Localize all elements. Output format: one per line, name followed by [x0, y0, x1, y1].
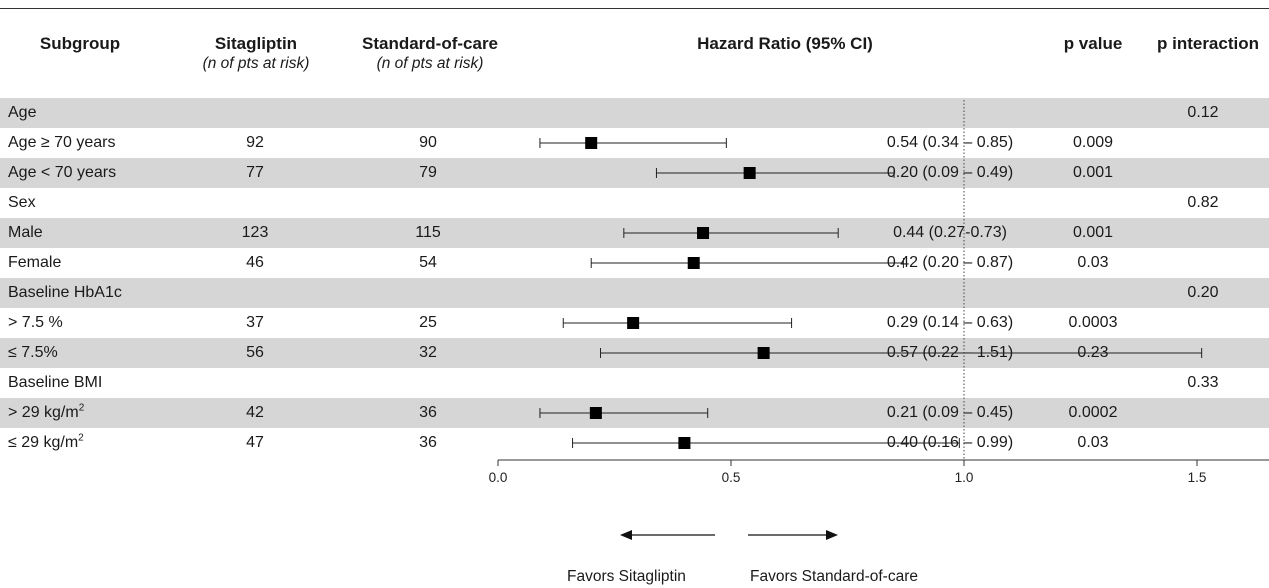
- point-estimate-marker: [697, 227, 710, 239]
- sitagliptin-count: 56: [246, 344, 264, 361]
- subgroup-label: Female: [8, 254, 62, 271]
- standard-count: 79: [419, 164, 437, 181]
- table-row: > 7.5 % 37 25 0.29 (0.14 – 0.63) 0.0003: [0, 308, 1269, 338]
- point-estimate-marker: [687, 257, 700, 269]
- favors-right-label: Favors Standard-of-care: [750, 568, 918, 585]
- group-row: Sex 0.82: [0, 188, 1269, 218]
- x-axis-tick-label: 0.0: [489, 470, 508, 485]
- subgroup-label: > 29 kg/m2: [8, 402, 85, 421]
- subgroup-label: Male: [8, 224, 43, 241]
- point-estimate-marker: [627, 317, 640, 329]
- header-standard: Standard-of-care (n of pts at risk): [350, 34, 510, 73]
- subgroup-label: > 7.5 %: [8, 314, 63, 331]
- superscript: 2: [78, 432, 84, 444]
- standard-count: 25: [419, 314, 437, 331]
- subgroup-label: Age ≥ 70 years: [8, 134, 116, 151]
- header-sitagliptin: Sitagliptin (n of pts at risk): [178, 34, 334, 73]
- point-estimate-marker: [743, 167, 756, 179]
- sitagliptin-count: 46: [246, 254, 264, 271]
- favors-right-arrowhead: [826, 530, 838, 540]
- x-axis-tick-label: 1.0: [955, 470, 974, 485]
- standard-count: 90: [419, 134, 437, 151]
- group-label: Sex: [8, 194, 36, 211]
- standard-count: 36: [419, 434, 437, 451]
- sitagliptin-count: 92: [246, 134, 264, 151]
- p-value: 0.0003: [1068, 314, 1118, 331]
- subgroup-label: Age < 70 years: [8, 164, 117, 181]
- group-label: Baseline HbA1c: [8, 284, 122, 301]
- hazard-ratio-ci: 0.20 (0.09 – 0.49): [886, 164, 1014, 181]
- p-interaction-value: 0.12: [1187, 104, 1219, 121]
- sitagliptin-count: 123: [241, 224, 269, 241]
- header-hazard-ratio: Hazard Ratio (95% CI): [697, 34, 873, 53]
- hazard-ratio-ci: 0.21 (0.09 – 0.45): [886, 404, 1014, 421]
- subgroup-label: ≤ 7.5%: [8, 344, 58, 361]
- group-row: Baseline HbA1c 0.20: [0, 278, 1269, 308]
- group-label: Age: [8, 104, 37, 121]
- p-interaction-value: 0.82: [1187, 194, 1219, 211]
- favors-left-label: Favors Sitagliptin: [567, 568, 686, 585]
- header-standard-sub: (n of pts at risk): [376, 55, 484, 72]
- group-label: Baseline BMI: [8, 374, 103, 391]
- header-subgroup: Subgroup: [39, 34, 121, 53]
- hazard-ratio-ci: 0.54 (0.34 – 0.85): [886, 134, 1014, 151]
- p-value: 0.009: [1072, 134, 1114, 151]
- sitagliptin-count: 47: [246, 434, 264, 451]
- p-value: 0.001: [1072, 224, 1114, 241]
- p-value: 0.03: [1077, 254, 1109, 271]
- point-estimate-marker: [678, 437, 691, 449]
- p-interaction-value: 0.20: [1187, 284, 1219, 301]
- header-p-interaction: p interaction: [1156, 34, 1259, 53]
- x-axis-tick-label: 0.5: [722, 470, 741, 485]
- hazard-ratio-ci: 0.29 (0.14 – 0.63): [886, 314, 1014, 331]
- sitagliptin-count: 42: [246, 404, 264, 421]
- favors-left-arrowhead: [620, 530, 632, 540]
- x-axis-tick-label: 1.5: [1188, 470, 1207, 485]
- group-row: Age 0.12: [0, 98, 1269, 128]
- header-p-value: p value: [1063, 34, 1123, 53]
- standard-count: 54: [419, 254, 437, 271]
- p-value: 0.03: [1077, 434, 1109, 451]
- point-estimate-marker: [585, 137, 598, 149]
- header-sitagliptin-sub: (n of pts at risk): [202, 55, 310, 72]
- p-value: 0.0002: [1068, 404, 1118, 421]
- point-estimate-marker: [589, 407, 602, 419]
- standard-count: 32: [419, 344, 437, 361]
- sitagliptin-count: 77: [246, 164, 264, 181]
- p-value: 0.001: [1072, 164, 1114, 181]
- hazard-ratio-ci: 0.42 (0.20 – 0.87): [886, 254, 1014, 271]
- superscript: 2: [78, 402, 85, 414]
- sitagliptin-count: 37: [246, 314, 264, 331]
- subgroup-label: ≤ 29 kg/m2: [8, 432, 84, 451]
- table-row: Female 46 54 0.42 (0.20 – 0.87) 0.03: [0, 248, 1269, 278]
- standard-count: 36: [419, 404, 437, 421]
- table-row: Age ≥ 70 years 92 90 0.54 (0.34 – 0.85) 0.00…: [0, 128, 1269, 158]
- group-row: Baseline BMI 0.33: [0, 368, 1269, 398]
- top-rule: [0, 8, 1269, 9]
- hazard-ratio-ci: 0.44 (0.27-0.73): [893, 224, 1007, 241]
- p-interaction-value: 0.33: [1187, 374, 1219, 391]
- standard-count: 115: [415, 224, 441, 241]
- table-row: Age < 70 years 77 79 0.20 (0.09 – 0.49) 0.00…: [0, 158, 1269, 188]
- point-estimate-marker: [757, 347, 770, 359]
